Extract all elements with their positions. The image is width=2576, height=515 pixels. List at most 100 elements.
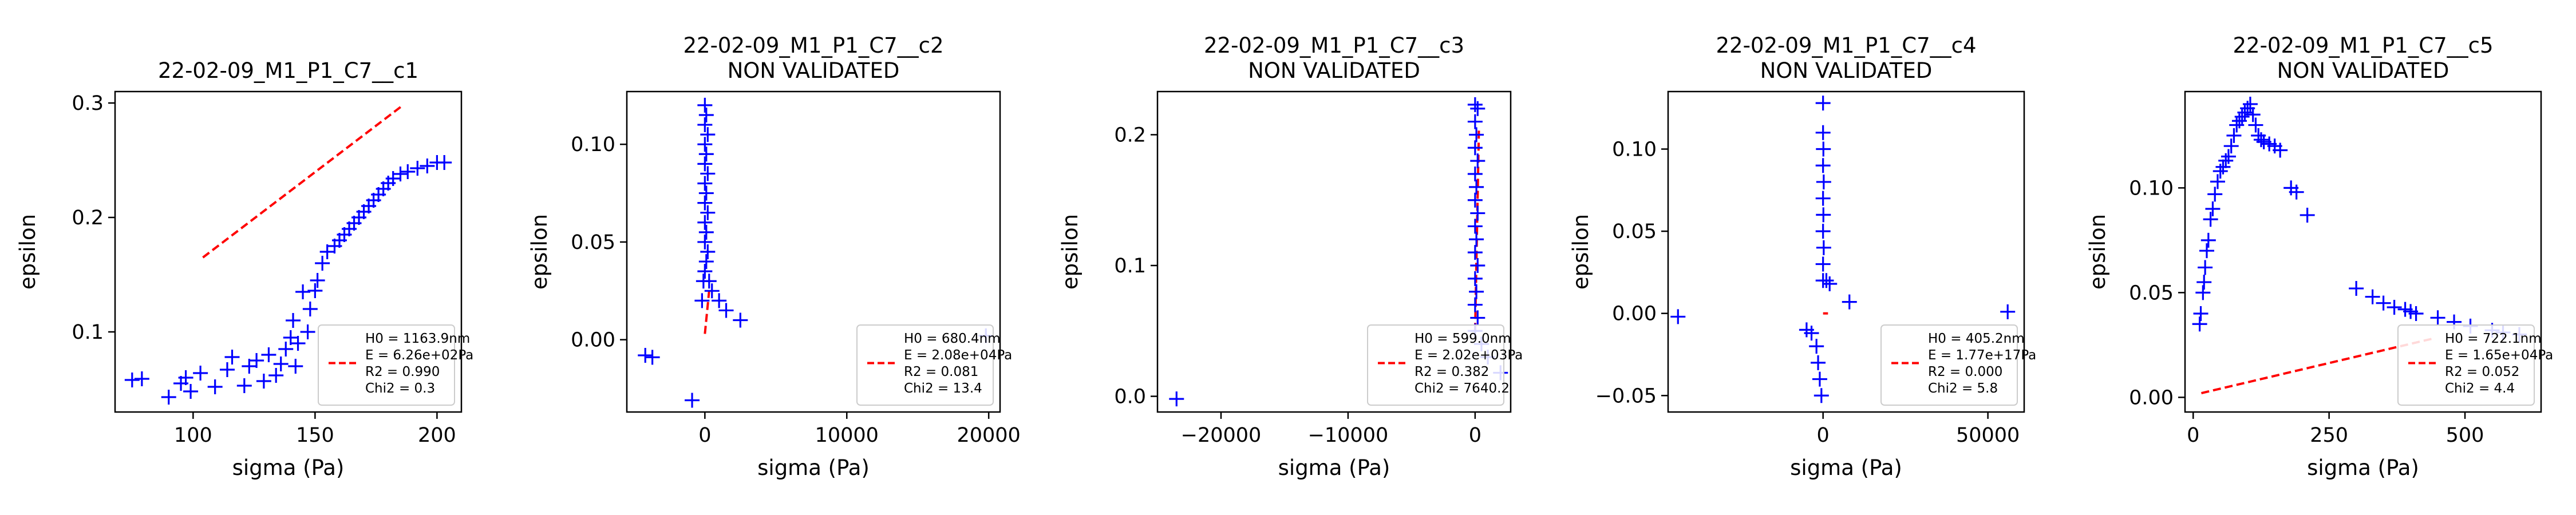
legend-box bbox=[318, 324, 455, 406]
data-point bbox=[1467, 219, 1483, 234]
subplot-title: 22-02-09_M1_P1_C7__c3 bbox=[1204, 33, 1464, 58]
x-tick-label: −20000 bbox=[1181, 424, 1262, 447]
y-axis-label: epsilon bbox=[2085, 214, 2110, 290]
y-tick-label: 0.05 bbox=[571, 231, 615, 254]
data-point bbox=[1816, 207, 1831, 223]
x-tick-label: 250 bbox=[2310, 424, 2348, 447]
subplot-title: 22-02-09_M1_P1_C7__c5 bbox=[2233, 33, 2493, 58]
data-point bbox=[1467, 114, 1483, 129]
data-point bbox=[698, 107, 714, 122]
fit-line bbox=[704, 291, 710, 334]
legend-box bbox=[2397, 324, 2535, 406]
data-point bbox=[2205, 201, 2221, 216]
y-axis-label: epsilon bbox=[1568, 214, 1593, 290]
x-tick-label: −10000 bbox=[1308, 424, 1389, 447]
legend-entry: R2 = 0.052 bbox=[2445, 365, 2519, 379]
data-point bbox=[2349, 281, 2364, 296]
data-point bbox=[1804, 326, 1819, 341]
x-tick-label: 0 bbox=[2187, 424, 2199, 447]
y-tick-label: 0.1 bbox=[1114, 255, 1146, 278]
data-point bbox=[1467, 297, 1483, 312]
data-point bbox=[2200, 232, 2216, 248]
data-point bbox=[1816, 174, 1831, 189]
data-point bbox=[698, 185, 714, 201]
y-tick-label: 0.00 bbox=[571, 329, 615, 352]
data-point bbox=[278, 342, 294, 356]
legend-entry: E = 1.65e+04Pa bbox=[2445, 348, 2553, 363]
data-point bbox=[700, 166, 716, 181]
legend-entry: Chi2 = 4.4 bbox=[2445, 381, 2515, 396]
subplot-title: 22-02-09_M1_P1_C7__c1 bbox=[158, 58, 418, 83]
fit-line bbox=[202, 104, 404, 259]
data-point bbox=[2289, 184, 2304, 200]
data-point bbox=[273, 356, 289, 371]
data-point bbox=[1816, 240, 1831, 255]
data-point bbox=[2195, 285, 2211, 300]
data-point bbox=[1469, 284, 1484, 299]
data-point bbox=[2193, 306, 2208, 321]
data-point bbox=[2245, 107, 2261, 122]
data-point bbox=[638, 347, 653, 363]
plot-area bbox=[1670, 96, 2016, 403]
legend-entry: E = 6.26e+02Pa bbox=[365, 348, 473, 363]
data-point bbox=[718, 303, 734, 318]
subplot-subtitle: NON VALIDATED bbox=[2277, 58, 2449, 83]
x-tick-label: 0 bbox=[1817, 424, 1830, 447]
data-point bbox=[1670, 309, 1686, 324]
data-point bbox=[256, 374, 271, 389]
data-point bbox=[1469, 232, 1484, 247]
plot-area bbox=[638, 97, 994, 408]
x-tick-label: 500 bbox=[2446, 424, 2484, 447]
legend-box bbox=[1880, 324, 2018, 406]
data-point bbox=[1815, 96, 1831, 111]
data-point bbox=[236, 378, 252, 393]
data-point bbox=[1809, 339, 1824, 354]
legend-entry: E = 1.77e+17Pa bbox=[1928, 348, 2036, 363]
data-point bbox=[698, 146, 714, 162]
data-point bbox=[2198, 260, 2213, 275]
x-tick-label: 20000 bbox=[957, 424, 1020, 447]
subplot-subtitle: NON VALIDATED bbox=[1760, 58, 1933, 83]
data-point bbox=[437, 155, 452, 170]
data-point bbox=[1469, 127, 1484, 142]
data-point bbox=[295, 284, 311, 299]
data-point bbox=[249, 353, 264, 368]
data-point bbox=[2300, 207, 2315, 223]
data-point bbox=[1812, 371, 1827, 387]
data-point bbox=[1467, 167, 1483, 181]
data-point bbox=[1470, 153, 1485, 169]
data-point bbox=[694, 293, 710, 308]
legend-entry: Chi2 = 7640.2 bbox=[1415, 381, 1510, 396]
data-point bbox=[1467, 271, 1483, 286]
axes-frame bbox=[2184, 90, 2542, 413]
data-point bbox=[307, 283, 323, 298]
subplot-1: 22-02-09_M1_P1_C7__c1 100 150 200 0.1 0.2 0.3 s… bbox=[15, 58, 473, 480]
x-tick-label: 0 bbox=[698, 424, 711, 447]
data-point bbox=[712, 293, 727, 308]
y-tick-label: 0.1 bbox=[72, 321, 104, 344]
data-point bbox=[288, 359, 303, 374]
y-tick-label: 0.00 bbox=[2129, 386, 2174, 409]
legend-entry: H0 = 599.0nm bbox=[1415, 331, 1511, 346]
data-point bbox=[2000, 304, 2016, 319]
legend-box bbox=[856, 324, 994, 406]
data-point bbox=[2408, 306, 2424, 321]
plot-area bbox=[124, 104, 452, 405]
x-axis-label: sigma (Pa) bbox=[2307, 455, 2419, 480]
y-tick-label: 0.0 bbox=[1114, 386, 1146, 409]
subplot-subtitle: NON VALIDATED bbox=[728, 58, 900, 83]
data-point bbox=[1822, 276, 1838, 291]
legend-entry: Chi2 = 0.3 bbox=[365, 381, 435, 396]
data-point bbox=[207, 379, 223, 394]
data-point bbox=[1815, 191, 1831, 206]
legend-entry: E = 2.08e+04Pa bbox=[904, 348, 1012, 363]
legend-entry: H0 = 680.4nm bbox=[904, 331, 1001, 346]
data-point bbox=[700, 127, 716, 142]
data-point bbox=[701, 274, 717, 289]
data-point bbox=[400, 164, 416, 179]
legend-entry: R2 = 0.081 bbox=[904, 365, 978, 379]
legend-entry: H0 = 405.2nm bbox=[1928, 331, 2025, 346]
